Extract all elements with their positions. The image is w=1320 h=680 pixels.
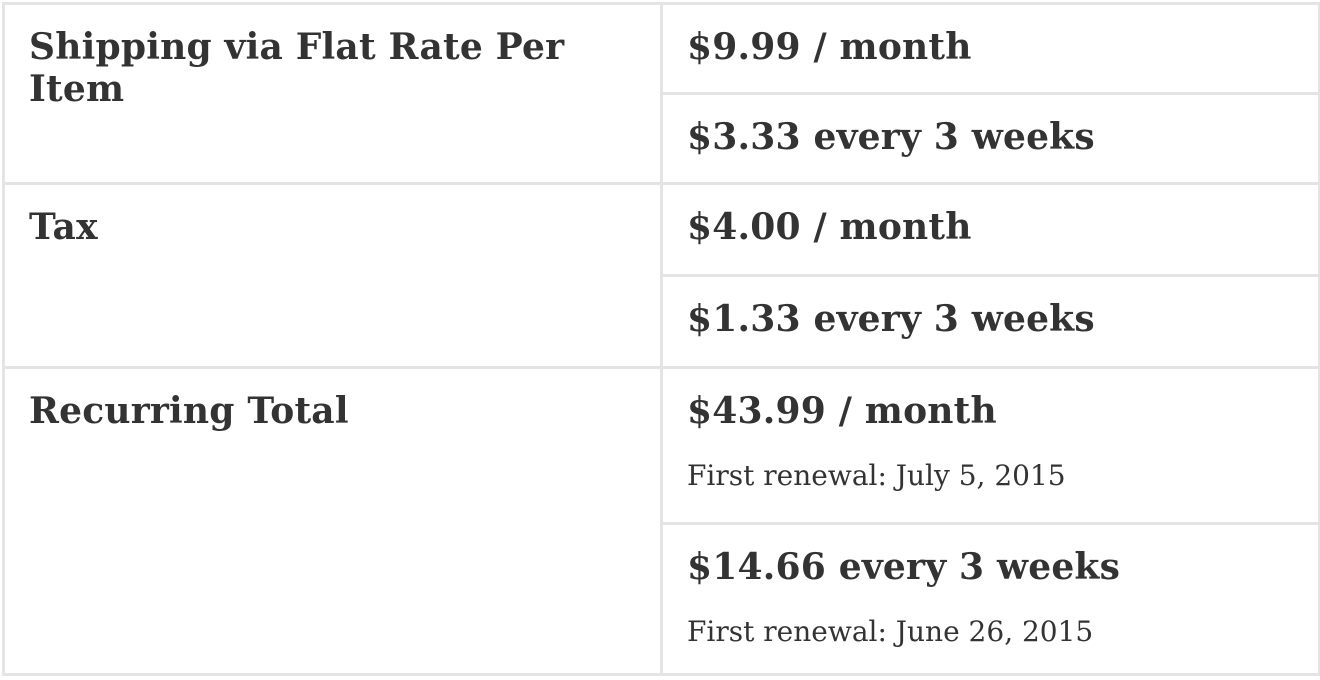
price-amount: $43.99 / month <box>687 390 997 432</box>
price-amount: $3.33 every 3 weeks <box>687 116 1095 158</box>
amount-cell: $43.99 / month First renewal: July 5, 20… <box>660 366 1320 525</box>
table-row: $1.33 every 3 weeks <box>4 274 1320 369</box>
amount-cell: $9.99 / month <box>660 2 1320 95</box>
first-renewal-note: First renewal: June 26, 2015 <box>687 615 1094 649</box>
price-amount: $14.66 every 3 weeks <box>687 546 1121 588</box>
table-row: Tax $4.00 / month <box>2 182 1320 369</box>
price-amount: $1.33 every 3 weeks <box>687 298 1095 340</box>
table-row: Recurring Total $43.99 / month First ren… <box>2 366 1320 676</box>
amount-cell: $1.33 every 3 weeks <box>660 274 1320 369</box>
amount-cell: $14.66 every 3 weeks First renewal: June… <box>660 522 1320 676</box>
first-renewal-note: First renewal: July 5, 2015 <box>687 459 1066 493</box>
price-amount: $4.00 / month <box>687 206 972 248</box>
row-label-tax: Tax <box>2 182 663 369</box>
table-row: $14.66 every 3 weeks First renewal: June… <box>4 522 1320 676</box>
table-row: $3.33 every 3 weeks <box>4 92 1320 185</box>
table-row: Shipping via Flat Rate Per Item $9.99 / … <box>2 2 1320 185</box>
amount-cell: $4.00 / month <box>660 182 1320 277</box>
amount-cell: $3.33 every 3 weeks <box>660 92 1320 185</box>
price-amount: $9.99 / month <box>687 26 972 68</box>
row-label-shipping: Shipping via Flat Rate Per Item <box>2 2 663 185</box>
row-label-recurring-total: Recurring Total <box>2 366 663 676</box>
